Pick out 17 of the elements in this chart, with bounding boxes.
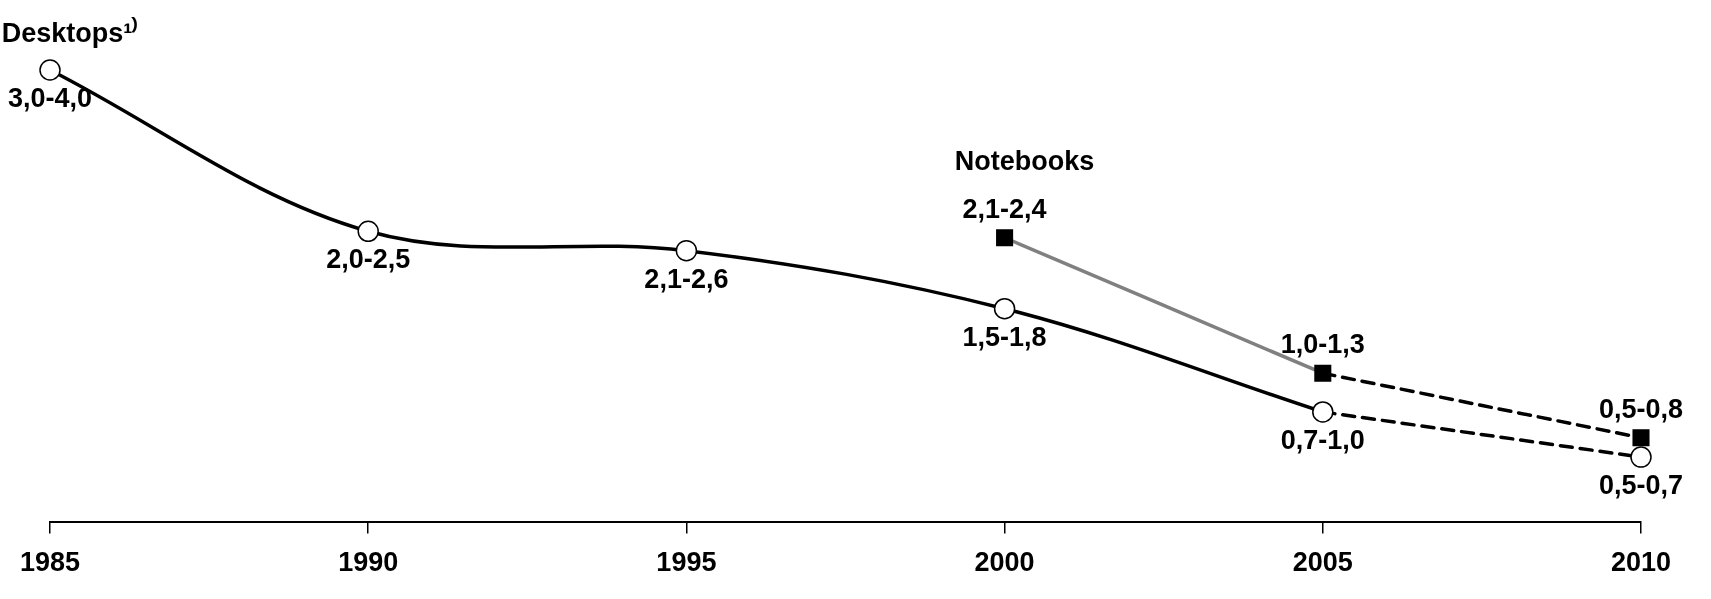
data-label: 2,1-2,4 — [962, 193, 1047, 224]
x-tick-label: 2000 — [974, 547, 1035, 578]
text: Notebooks — [954, 145, 1095, 176]
data-label: 1,0-1,3 — [1280, 329, 1365, 360]
data-label: 2,0-2,5 — [326, 244, 411, 275]
data-label: 3,0-4,0 — [7, 82, 93, 113]
x-tick-label: 2005 — [1292, 547, 1353, 578]
data-label: 0,7-1,0 — [1280, 424, 1365, 455]
x-tick-label: 1985 — [19, 547, 81, 578]
data-label: 0,5-0,8 — [1598, 393, 1684, 424]
data-label: 1,5-1,8 — [962, 321, 1047, 352]
x-tick-label: 2010 — [1610, 547, 1672, 578]
data-label: 0,5-0,7 — [1598, 470, 1684, 501]
series-label: Desktops¹⁾ — [1, 16, 139, 48]
data-label: 2,1-2,6 — [644, 263, 729, 294]
x-tick-label: 1990 — [338, 547, 399, 578]
x-tick-label: 1995 — [656, 547, 717, 578]
